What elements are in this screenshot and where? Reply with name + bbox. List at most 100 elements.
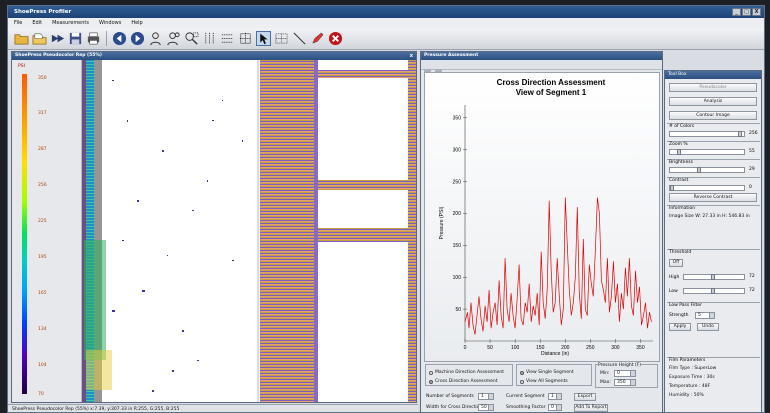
person-icon[interactable]: [148, 31, 163, 46]
close-red-icon[interactable]: [328, 31, 343, 46]
current-segment-input[interactable]: 1: [548, 393, 562, 400]
scale-label: 225: [38, 219, 47, 224]
line-tool-icon[interactable]: [292, 31, 307, 46]
view-single-radio[interactable]: View Single Segment: [520, 370, 574, 375]
pseudocolor-window-title: ShoePress Pseudocolor Rep (55%) x: [12, 52, 416, 60]
low-pass-section-label: Low Pass Filter: [667, 302, 760, 308]
low-thumb[interactable]: [711, 288, 715, 294]
width-label: Width for Cross Direction:: [426, 405, 484, 410]
pseudocolor-window-title-text: ShoePress Pseudocolor Rep (55%): [15, 53, 102, 58]
cross-direction-radio[interactable]: Cross Direction Assessment: [429, 379, 498, 384]
reverse-contrast-button[interactable]: Reverse Contrast: [669, 193, 757, 202]
export-button[interactable]: Export: [574, 393, 596, 401]
pointer-icon[interactable]: [256, 31, 271, 46]
contour-image-button[interactable]: Contour Image: [669, 111, 757, 120]
menu-help[interactable]: Help: [131, 20, 143, 26]
high-thumb[interactable]: [711, 274, 715, 280]
num-segments-input[interactable]: 1: [478, 393, 494, 400]
menu-measurements[interactable]: Measurements: [52, 20, 89, 26]
zoom-section-label: Zoom %: [667, 141, 760, 147]
open-file-icon[interactable]: [32, 31, 47, 46]
assessment-controls: Machine Direction Assessment Cross Direc…: [424, 363, 660, 412]
zoom-thumb[interactable]: [676, 149, 681, 155]
brightness-slider[interactable]: [669, 167, 745, 173]
view-group: View Single Segment View All Segments: [516, 364, 592, 386]
menu-windows[interactable]: Windows: [99, 20, 122, 26]
apply-button[interactable]: Apply: [669, 323, 691, 331]
contrast-slider[interactable]: [669, 185, 745, 191]
strength-input[interactable]: 5: [695, 312, 715, 319]
view-all-radio[interactable]: View All Segments: [520, 379, 568, 384]
back-arrow-icon[interactable]: [112, 31, 127, 46]
grid-select-icon[interactable]: [274, 31, 289, 46]
view-single-label: View Single Segment: [526, 370, 574, 375]
high-slider[interactable]: [683, 274, 745, 280]
smoothing-input[interactable]: 0: [548, 404, 562, 411]
close-button[interactable]: X: [752, 8, 761, 16]
contrast-thumb[interactable]: [670, 185, 674, 191]
pseudocolor-close-icon[interactable]: x: [409, 53, 413, 59]
menu-edit[interactable]: Edit: [32, 20, 43, 26]
chart-subtitle: View of Segment 1: [516, 88, 587, 97]
color-scale-panel: PSI 350 317 287 256 225 195 165 134 104 …: [12, 60, 82, 402]
y-tick-label: 150: [453, 243, 462, 249]
person-zoom-icon[interactable]: [166, 31, 181, 46]
pressure-image[interactable]: [82, 60, 416, 402]
zoom-slider[interactable]: [669, 149, 745, 155]
chart-container: Cross Direction Assessment View of Segme…: [424, 72, 660, 362]
film-type-text: Film Type : SuperLow: [669, 366, 717, 371]
forward-arrow-icon[interactable]: [130, 31, 145, 46]
row-profile-icon[interactable]: [220, 31, 235, 46]
y-tick-label: 200: [453, 211, 462, 217]
y-tick-label: 300: [453, 147, 462, 153]
print-icon[interactable]: [86, 31, 101, 46]
maximize-button[interactable]: □: [742, 8, 751, 16]
analysis-button[interactable]: Analysis: [669, 97, 757, 106]
pseudocolor-button[interactable]: Pseudocolor: [669, 83, 757, 92]
save-icon[interactable]: [68, 31, 83, 46]
assessment-window-title-text: Pressure Assessment: [424, 53, 479, 58]
forward-icon[interactable]: [50, 31, 65, 46]
cross-profile-icon[interactable]: [238, 31, 253, 46]
machine-direction-radio[interactable]: Machine Direction Assessment: [429, 370, 504, 375]
information-section-label: Information: [667, 205, 760, 211]
open-folder-icon[interactable]: [14, 31, 29, 46]
x-tick-label: 250: [586, 345, 595, 351]
cross-direction-chart: Cross Direction Assessment View of Segme…: [439, 78, 653, 357]
scale-label: 104: [38, 363, 47, 368]
radio-circle: [520, 379, 524, 384]
min-input[interactable]: 0: [614, 370, 636, 377]
status-bar: ShoePress Pseudocolor Rep (55%) x:7.39, …: [8, 404, 418, 412]
column-profile-icon[interactable]: [202, 31, 217, 46]
colors-slider[interactable]: [669, 131, 745, 137]
chart-xlabel: Distance (in): [541, 351, 569, 357]
film-section-label: Film Parameters: [667, 357, 760, 363]
width-input[interactable]: 50: [478, 404, 494, 411]
chart-title: Cross Direction Assessment: [497, 78, 606, 87]
brightness-thumb[interactable]: [697, 167, 702, 173]
x-tick-label: 300: [611, 345, 620, 351]
undo-button[interactable]: Undo: [697, 323, 719, 331]
pseudocolor-window: ShoePress Pseudocolor Rep (55%) x PSI 35…: [11, 51, 417, 403]
exposure-text: Exposure Time : 30s: [669, 375, 715, 380]
max-input[interactable]: 350: [614, 379, 636, 386]
chart-series: [464, 197, 652, 335]
high-label: High: [669, 275, 680, 280]
pressure-series-line: [464, 197, 652, 335]
x-tick-label: 200: [561, 345, 570, 351]
pen-tool-icon[interactable]: [310, 31, 325, 46]
radio-circle: [429, 379, 433, 384]
zoom-rect-icon[interactable]: [184, 31, 199, 46]
min-label: Min:: [600, 371, 610, 376]
y-tick-label: 250: [453, 179, 462, 185]
window-controls: _ □ X: [732, 8, 761, 16]
radio-circle: [429, 370, 433, 375]
colors-thumb[interactable]: [738, 131, 742, 137]
minimize-button[interactable]: _: [732, 8, 741, 16]
low-slider[interactable]: [683, 288, 745, 294]
threshold-off-button[interactable]: Off: [669, 259, 683, 267]
menu-file[interactable]: File: [14, 20, 23, 26]
colors-section-label: # of Colors: [667, 123, 760, 129]
add-to-report-button[interactable]: Add To Report: [574, 404, 608, 412]
scale-unit: PSI: [18, 64, 25, 69]
